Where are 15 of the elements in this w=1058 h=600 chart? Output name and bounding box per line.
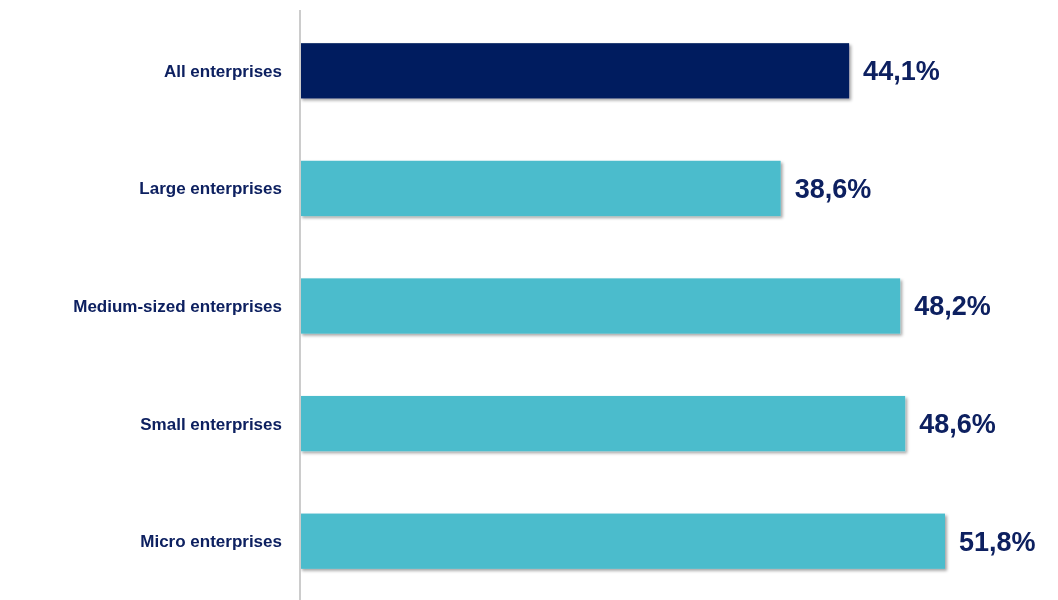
y-tick-label: Small enterprises <box>140 414 282 434</box>
data-label: 38,6% <box>794 173 872 204</box>
y-tick-label: Micro enterprises <box>140 532 282 552</box>
y-tick-label: Large enterprises <box>139 179 282 199</box>
data-label: 48,2% <box>914 291 991 322</box>
y-tick-label: All enterprises <box>163 61 282 81</box>
data-label: 51,8% <box>959 526 1036 557</box>
bar <box>300 160 781 217</box>
y-tick-label: Medium-sized enterprises <box>73 296 282 316</box>
data-label: 44,1% <box>863 56 940 87</box>
bar <box>300 43 850 99</box>
bar <box>300 513 945 569</box>
bar <box>300 278 901 334</box>
bar <box>300 395 906 452</box>
data-label: 48,6% <box>919 409 996 440</box>
